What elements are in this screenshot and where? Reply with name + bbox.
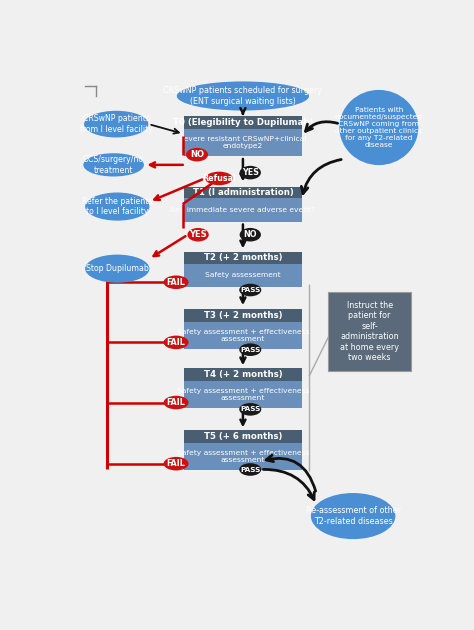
Text: PASS: PASS <box>240 346 260 353</box>
Text: Severe resistant CRSwNP+clinical
endotype2: Severe resistant CRSwNP+clinical endotyp… <box>179 136 307 149</box>
Text: Refer the patients
to I level facility: Refer the patients to I level facility <box>82 197 153 216</box>
Text: T1 (I administration): T1 (I administration) <box>192 188 293 197</box>
Ellipse shape <box>164 275 189 289</box>
Text: FAIL: FAIL <box>167 398 185 407</box>
Text: OCS/surgery/no
treatment: OCS/surgery/no treatment <box>83 155 144 175</box>
Ellipse shape <box>339 90 419 165</box>
Text: Re-assessment of other
T2-related diseases: Re-assessment of other T2-related diseas… <box>306 507 401 526</box>
FancyBboxPatch shape <box>184 252 301 264</box>
Text: FAIL: FAIL <box>167 459 185 468</box>
FancyBboxPatch shape <box>184 430 301 444</box>
Text: T4 (+ 2 months): T4 (+ 2 months) <box>204 370 282 379</box>
Text: Stop Dupilumab: Stop Dupilumab <box>86 264 149 273</box>
FancyBboxPatch shape <box>184 309 301 322</box>
Text: T3 (+ 2 months): T3 (+ 2 months) <box>204 311 282 320</box>
Ellipse shape <box>205 171 233 185</box>
Text: NO: NO <box>190 150 204 159</box>
FancyBboxPatch shape <box>184 444 301 470</box>
Text: Safety assessment + effectiveness
assessment: Safety assessment + effectiveness assess… <box>177 450 309 463</box>
Ellipse shape <box>84 111 148 137</box>
Text: T5 (+ 6 months): T5 (+ 6 months) <box>204 432 282 441</box>
Text: Safety assessement: Safety assessement <box>205 272 281 278</box>
Text: YES: YES <box>189 230 207 239</box>
Text: Patients with
documented/suspected
CRSwNP coming from
other outpatient clinics
f: Patients with documented/suspected CRSwN… <box>335 107 423 148</box>
Ellipse shape <box>187 228 209 241</box>
Text: Instruct the
patient for
self-
administration
at home every
two weeks: Instruct the patient for self- administr… <box>340 301 399 362</box>
Ellipse shape <box>186 148 208 161</box>
Ellipse shape <box>85 255 149 283</box>
Text: T0 (Elegibility to Dupilumab): T0 (Elegibility to Dupilumab) <box>173 118 313 127</box>
Ellipse shape <box>83 153 144 176</box>
Text: Safety assessment + effectiveness
assessment: Safety assessment + effectiveness assess… <box>177 329 309 342</box>
Text: YES: YES <box>242 168 259 177</box>
Ellipse shape <box>239 403 261 416</box>
Ellipse shape <box>311 493 395 539</box>
Ellipse shape <box>240 166 261 180</box>
FancyBboxPatch shape <box>184 368 301 381</box>
Text: FAIL: FAIL <box>167 278 185 287</box>
Ellipse shape <box>85 193 149 220</box>
FancyBboxPatch shape <box>184 264 301 287</box>
Ellipse shape <box>177 81 309 110</box>
FancyBboxPatch shape <box>184 186 301 198</box>
Ellipse shape <box>164 336 189 349</box>
Text: CRSwNP patients scheduled for surgery
(ENT surgical waiting lists): CRSwNP patients scheduled for surgery (E… <box>164 86 322 106</box>
Ellipse shape <box>239 284 261 296</box>
Text: CRSwNP patients
from I level facility: CRSwNP patients from I level facility <box>80 115 153 134</box>
Text: T2 (+ 2 months): T2 (+ 2 months) <box>204 253 282 263</box>
FancyBboxPatch shape <box>184 381 301 408</box>
Ellipse shape <box>164 396 189 410</box>
FancyBboxPatch shape <box>328 292 411 370</box>
Ellipse shape <box>239 343 261 356</box>
Ellipse shape <box>239 463 261 476</box>
Text: NO: NO <box>244 230 257 239</box>
Text: PASS: PASS <box>240 406 260 413</box>
Text: Any immediate severe adverse event?: Any immediate severe adverse event? <box>171 207 315 213</box>
FancyBboxPatch shape <box>184 198 301 222</box>
Text: PASS: PASS <box>240 287 260 293</box>
Text: PASS: PASS <box>240 466 260 472</box>
Text: Safety assessment + effectiveness
assessment: Safety assessment + effectiveness assess… <box>177 388 309 401</box>
Text: Refusal: Refusal <box>202 174 236 183</box>
FancyBboxPatch shape <box>184 117 301 130</box>
FancyBboxPatch shape <box>184 130 301 156</box>
Ellipse shape <box>164 457 189 471</box>
Ellipse shape <box>240 228 261 241</box>
Text: FAIL: FAIL <box>167 338 185 347</box>
FancyBboxPatch shape <box>184 322 301 349</box>
